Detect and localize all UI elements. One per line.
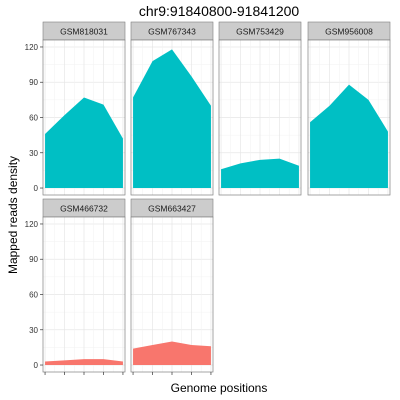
y-tick-label: 120 xyxy=(25,220,39,229)
facet-panel-GSM956008: GSM956008 xyxy=(308,22,390,195)
y-tick-label: 90 xyxy=(29,255,38,264)
facet-panel-GSM663427: GSM663427 xyxy=(131,199,213,375)
facet-strip-label: GSM753429 xyxy=(236,27,284,37)
facet-strip-label: GSM956008 xyxy=(325,27,373,37)
chart-title: chr9:91840800-91841200 xyxy=(139,3,300,19)
facet-panels: GSM818031 0 30 60 90 120 GSM767343 GSM753429 GSM… xyxy=(25,22,390,375)
y-tick-label: 0 xyxy=(34,361,39,370)
facet-strip-label: GSM767343 xyxy=(148,27,196,37)
y-axis-title: Mapped reads density xyxy=(6,156,20,274)
y-tick-label: 0 xyxy=(34,184,39,193)
facet-panel-GSM767343: GSM767343 xyxy=(131,22,213,195)
y-tick-label: 60 xyxy=(29,291,38,300)
facet-strip-label: GSM466732 xyxy=(60,204,108,214)
x-axis-title: Genome positions xyxy=(171,381,268,395)
y-tick-label: 120 xyxy=(25,43,39,52)
facet-panel-GSM753429: GSM753429 xyxy=(219,22,301,195)
y-tick-label: 90 xyxy=(29,78,38,87)
facet-strip-label: GSM663427 xyxy=(148,204,196,214)
y-tick-label: 30 xyxy=(29,149,38,158)
y-tick-label: 30 xyxy=(29,326,38,335)
facet-panel-GSM818031: GSM818031 0 30 60 90 120 xyxy=(25,22,125,195)
y-tick-label: 60 xyxy=(29,114,38,123)
facet-panel-GSM466732: GSM466732 0 30 60 90 120 xyxy=(25,199,125,375)
facet-strip-label: GSM818031 xyxy=(60,27,108,37)
